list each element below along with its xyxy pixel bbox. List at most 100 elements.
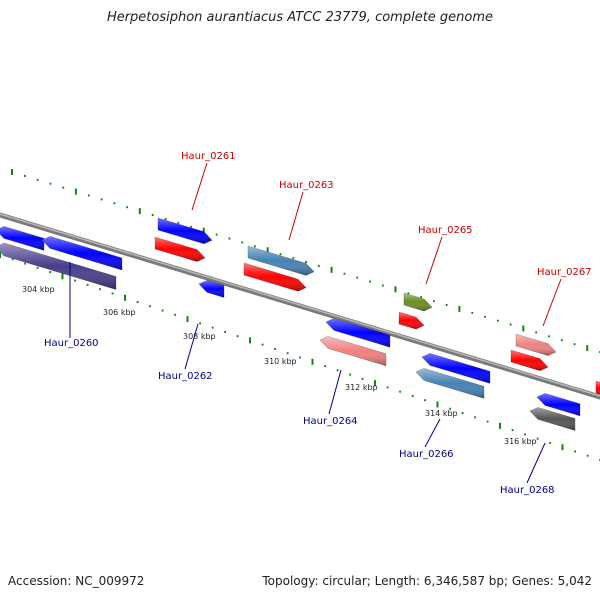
tick-label: 306 kbp [103, 308, 136, 317]
tick-dot [151, 214, 154, 217]
tick-dot [586, 454, 589, 457]
gene-haur-0266-b[interactable] [415, 368, 485, 399]
leader-line [328, 369, 342, 415]
gene-haur-0264-b[interactable] [319, 336, 387, 367]
tick-dot [499, 422, 501, 429]
genome-backbone-highlight [0, 213, 600, 397]
gene-haur-0262[interactable] [198, 280, 225, 298]
tick-dot [560, 339, 563, 342]
tick-labels-layer: 304 kbp 306 kbp 308 kbp 310 kbp 312 kbp 314 k… [22, 285, 537, 446]
tick-dot [11, 258, 14, 261]
gene-label-text: Haur_0264 [303, 416, 358, 427]
tick-dot [274, 347, 276, 350]
genes-layer [0, 217, 600, 431]
tick-dot [411, 394, 414, 397]
tick-dot [111, 292, 114, 295]
tick-dot [202, 227, 205, 234]
gene-haur-0261-b[interactable] [154, 236, 206, 262]
tick-dot [407, 292, 410, 295]
gene-label-haur-0268[interactable]: Haur_0268 [500, 442, 555, 496]
gene-label-haur-0265[interactable]: Haur_0265 [418, 225, 473, 285]
tick-dot [236, 335, 239, 338]
gene-haur-0267-b[interactable] [510, 349, 549, 372]
gene-label-haur-0264[interactable]: Haur_0264 [303, 369, 358, 427]
gene-label-haur-0262[interactable]: Haur_0262 [158, 323, 213, 382]
topology-summary: Topology: circular; Length: 6,346,587 bp… [262, 574, 592, 588]
gene-haur-0265[interactable] [403, 292, 433, 312]
gene-edge-forward[interactable] [595, 380, 600, 395]
tick-dot [336, 369, 339, 372]
tick-dot [343, 272, 346, 275]
tick-dots-layer [0, 169, 600, 461]
leader-line [184, 323, 199, 370]
tick-dot [484, 315, 486, 318]
tick-dot [261, 343, 264, 346]
gene-label-text: Haur_0263 [279, 180, 334, 191]
gene-haur-0263-b[interactable] [243, 262, 307, 292]
tick-dot [174, 313, 176, 316]
gene-haur-0267[interactable] [515, 333, 557, 356]
gene-label-haur-0266[interactable]: Haur_0266 [399, 418, 454, 460]
gene-haur-0260[interactable] [41, 236, 123, 271]
gene-label-haur-0261[interactable]: Haur_0261 [181, 151, 236, 211]
gene-haur-0268-b[interactable] [529, 407, 576, 431]
tick-dot [0, 252, 1, 258]
tick-dot [458, 305, 461, 312]
gene-label-text: Haur_0266 [399, 449, 454, 460]
tick-dot [49, 182, 52, 185]
gene-haur-0263[interactable] [247, 245, 315, 276]
gene-label-haur-0260[interactable]: Haur_0260 [44, 262, 99, 349]
tick-dot [87, 194, 90, 197]
tick-dot [86, 283, 89, 286]
gene-label-text: Haur_0268 [500, 485, 555, 496]
gene-label-text: Haur_0267 [537, 267, 592, 278]
tick-dot [394, 286, 397, 293]
tick-dot [486, 420, 489, 423]
tick-dot [549, 441, 551, 444]
tick-label: 310 kbp [264, 357, 297, 366]
tick-dot [399, 390, 401, 393]
gene-haur-0264[interactable] [325, 318, 391, 348]
tick-dot [136, 300, 139, 303]
tick-dot [11, 169, 13, 175]
tick-dot [522, 325, 525, 332]
tick-dot [381, 284, 384, 287]
gene-haur-0266[interactable] [421, 353, 491, 384]
tick-dot [305, 261, 307, 263]
leader-line [288, 191, 304, 241]
leader-line [424, 418, 441, 448]
tick-dot [190, 225, 192, 228]
leader-line [542, 278, 562, 327]
tick-dot [199, 322, 201, 325]
tick-dot [511, 429, 514, 432]
tick-dot [524, 433, 526, 436]
gene-labels-layer: Haur_0260 Haur_0261 Haur_0262 Haur_0263 Haur… [44, 151, 592, 496]
tick-dot [224, 330, 226, 333]
gene-haur-0268[interactable] [536, 393, 581, 417]
tick-label: 314 kbp [425, 409, 458, 418]
tick-dot [471, 311, 474, 314]
gene-label-text: Haur_0260 [44, 338, 99, 349]
tick-dot [356, 276, 359, 279]
tick-dot [99, 288, 101, 291]
tick-dot [149, 305, 151, 308]
gene-haur-0265-b[interactable] [398, 311, 425, 330]
tick-dot [574, 450, 576, 453]
tick-dot [496, 319, 499, 322]
tick-dot [299, 356, 301, 359]
tick-dot [186, 316, 189, 323]
gene-haur-0261[interactable] [157, 217, 213, 245]
gene-label-haur-0267[interactable]: Haur_0267 [537, 267, 592, 327]
tick-dot [61, 273, 64, 280]
gene-haur-0260-b[interactable] [0, 242, 117, 290]
gene-label-haur-0263[interactable]: Haur_0263 [279, 180, 334, 241]
gene-edge-reverse[interactable] [0, 226, 45, 251]
tick-dot [138, 208, 141, 215]
map-title: Herpetosiphon aurantiacus ATCC 23779, co… [106, 10, 494, 25]
tick-dot [449, 407, 451, 410]
tick-dot [74, 188, 77, 195]
tick-label: 316 kbp [504, 437, 537, 446]
tick-dot [420, 296, 423, 299]
tick-dot [317, 264, 320, 267]
